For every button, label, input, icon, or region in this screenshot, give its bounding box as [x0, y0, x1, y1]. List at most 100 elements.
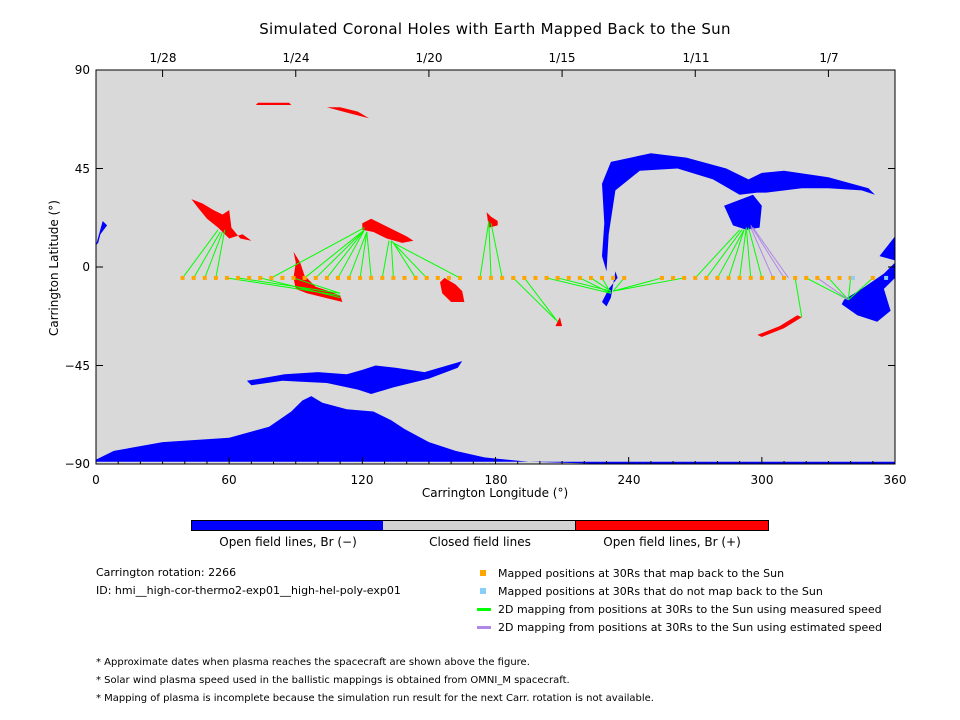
legend-label: Mapped positions at 30Rs that do not map… — [498, 584, 823, 598]
x-axis-label: Carrington Longitude (°) — [421, 486, 569, 500]
mapping-line-measured — [612, 277, 625, 292]
mapped-point — [659, 275, 664, 280]
mapping-line-measured — [728, 229, 745, 279]
coronal-hole-positive — [326, 107, 369, 119]
mapped-point — [682, 275, 687, 280]
top-date-tick: 1/28 — [149, 51, 177, 65]
legend-label: 2D mapping from positions at 30Rs to the… — [498, 602, 882, 616]
mapped-point — [693, 275, 698, 280]
mapping-line-measured — [613, 277, 663, 292]
mapping-line-estimated — [750, 225, 785, 279]
mapped-point — [191, 275, 196, 280]
mapped-point — [500, 275, 505, 280]
coronal-hole-positive — [255, 102, 292, 105]
top-date-tick: 1/7 — [819, 51, 839, 65]
mapped-point — [533, 275, 538, 280]
y-axis-label: Carrington Latitude (°) — [47, 200, 61, 336]
chart-title: Simulated Coronal Holes with Earth Mappe… — [259, 20, 731, 38]
top-date-tick: 1/20 — [415, 51, 443, 65]
y-tick-label: −90 — [64, 457, 90, 471]
mapped-point — [748, 275, 753, 280]
mapping-line-measured — [390, 240, 428, 279]
coronal-hole-negative — [96, 396, 895, 464]
y-tick-label: 45 — [74, 162, 90, 176]
mapping-line-measured — [490, 223, 503, 279]
colorbar-label-negative: Open field lines, Br (−) — [219, 535, 357, 549]
footnote: * Solar wind plasma speed used in the ba… — [96, 675, 570, 686]
mapping-line-measured — [348, 231, 368, 279]
mapping-line-measured — [381, 240, 390, 279]
mapped-point — [446, 275, 451, 280]
mapping-line-measured — [315, 229, 365, 279]
plot-background — [96, 70, 895, 464]
mapping-line-measured — [794, 277, 803, 318]
run-id-text: ID: hmi__high-cor-thermo2-exp01__high-he… — [96, 584, 401, 597]
mapping-line-measured — [847, 277, 852, 300]
coronal-hole-positive — [757, 315, 802, 337]
mapping-line-measured — [705, 229, 743, 279]
mapped-point — [313, 275, 318, 280]
carrington-rotation-text: Carrington rotation: 2266 — [96, 566, 237, 579]
mapping-line-measured — [828, 277, 849, 301]
mapping-line-measured — [590, 277, 612, 292]
top-date-tick: 1/24 — [282, 51, 310, 65]
coronal-hole-positive — [486, 212, 498, 228]
mapping-line-measured — [512, 277, 556, 320]
mapping-line-measured — [193, 231, 221, 279]
coronal-hole-positive — [362, 218, 414, 243]
mapping-line-measured — [392, 242, 417, 279]
mapping-line-measured — [271, 227, 365, 279]
y-tick-label: 90 — [74, 63, 90, 77]
mapping-line-estimated — [817, 277, 849, 301]
mapped-point — [759, 275, 764, 280]
mapping-line-measured — [393, 242, 461, 279]
mapping-line-measured — [182, 229, 219, 279]
coronal-hole-positive — [440, 277, 465, 302]
mapped-point — [577, 275, 582, 280]
mapped-point — [258, 275, 263, 280]
mapped-point — [213, 275, 218, 280]
mapping-line-measured — [359, 231, 368, 279]
legend-item-measured: 2D mapping from positions at 30Rs to the… — [477, 602, 882, 616]
footnote: * Approximate dates when plasma reaches … — [96, 657, 530, 668]
mapping-line-measured — [717, 229, 745, 279]
mapping-line-measured — [745, 227, 752, 278]
mapping-line-measured — [215, 229, 226, 279]
mapping-line-measured — [488, 223, 492, 278]
colorbar-closed — [383, 520, 575, 531]
mapped-point — [435, 275, 440, 280]
legend-item-estimated: 2D mapping from positions at 30Rs to the… — [477, 620, 882, 634]
mapped-point — [180, 275, 185, 280]
mapped-point — [848, 275, 853, 280]
mapped-point — [202, 275, 207, 280]
mapped-point — [782, 275, 787, 280]
mapping-line-estimated — [750, 227, 774, 279]
x-tick-label: 300 — [750, 473, 774, 487]
mapping-line-measured — [293, 277, 341, 294]
mapped-point — [870, 275, 875, 280]
mapped-point — [826, 275, 831, 280]
mapped-point — [804, 275, 809, 280]
coronal-hole-negative — [841, 262, 895, 322]
mapped-point — [224, 275, 229, 280]
mapping-line-measured — [739, 227, 747, 279]
mapped-point — [358, 275, 363, 280]
x-tick-label: 180 — [484, 473, 508, 487]
mapping-line-measured — [579, 277, 612, 294]
mapped-point — [704, 275, 709, 280]
mapped-point — [489, 275, 494, 280]
coronal-hole-negative — [602, 271, 618, 307]
mapped-point — [671, 275, 676, 280]
coronal-hole-negative — [246, 361, 463, 394]
mapping-line-measured — [326, 229, 365, 279]
legend-item-unmapped: Mapped positions at 30Rs that do not map… — [477, 584, 823, 598]
y-tick-label: 0 — [82, 260, 90, 274]
legend-label: 2D mapping from positions at 30Rs to the… — [498, 620, 883, 634]
mapped-point — [380, 275, 385, 280]
mapped-point — [588, 275, 593, 280]
mapped-point — [413, 275, 418, 280]
coronal-hole-negative — [96, 221, 108, 246]
mapped-point — [302, 275, 307, 280]
mapping-line-measured — [613, 277, 685, 292]
coronal-hole-negative — [724, 194, 762, 230]
